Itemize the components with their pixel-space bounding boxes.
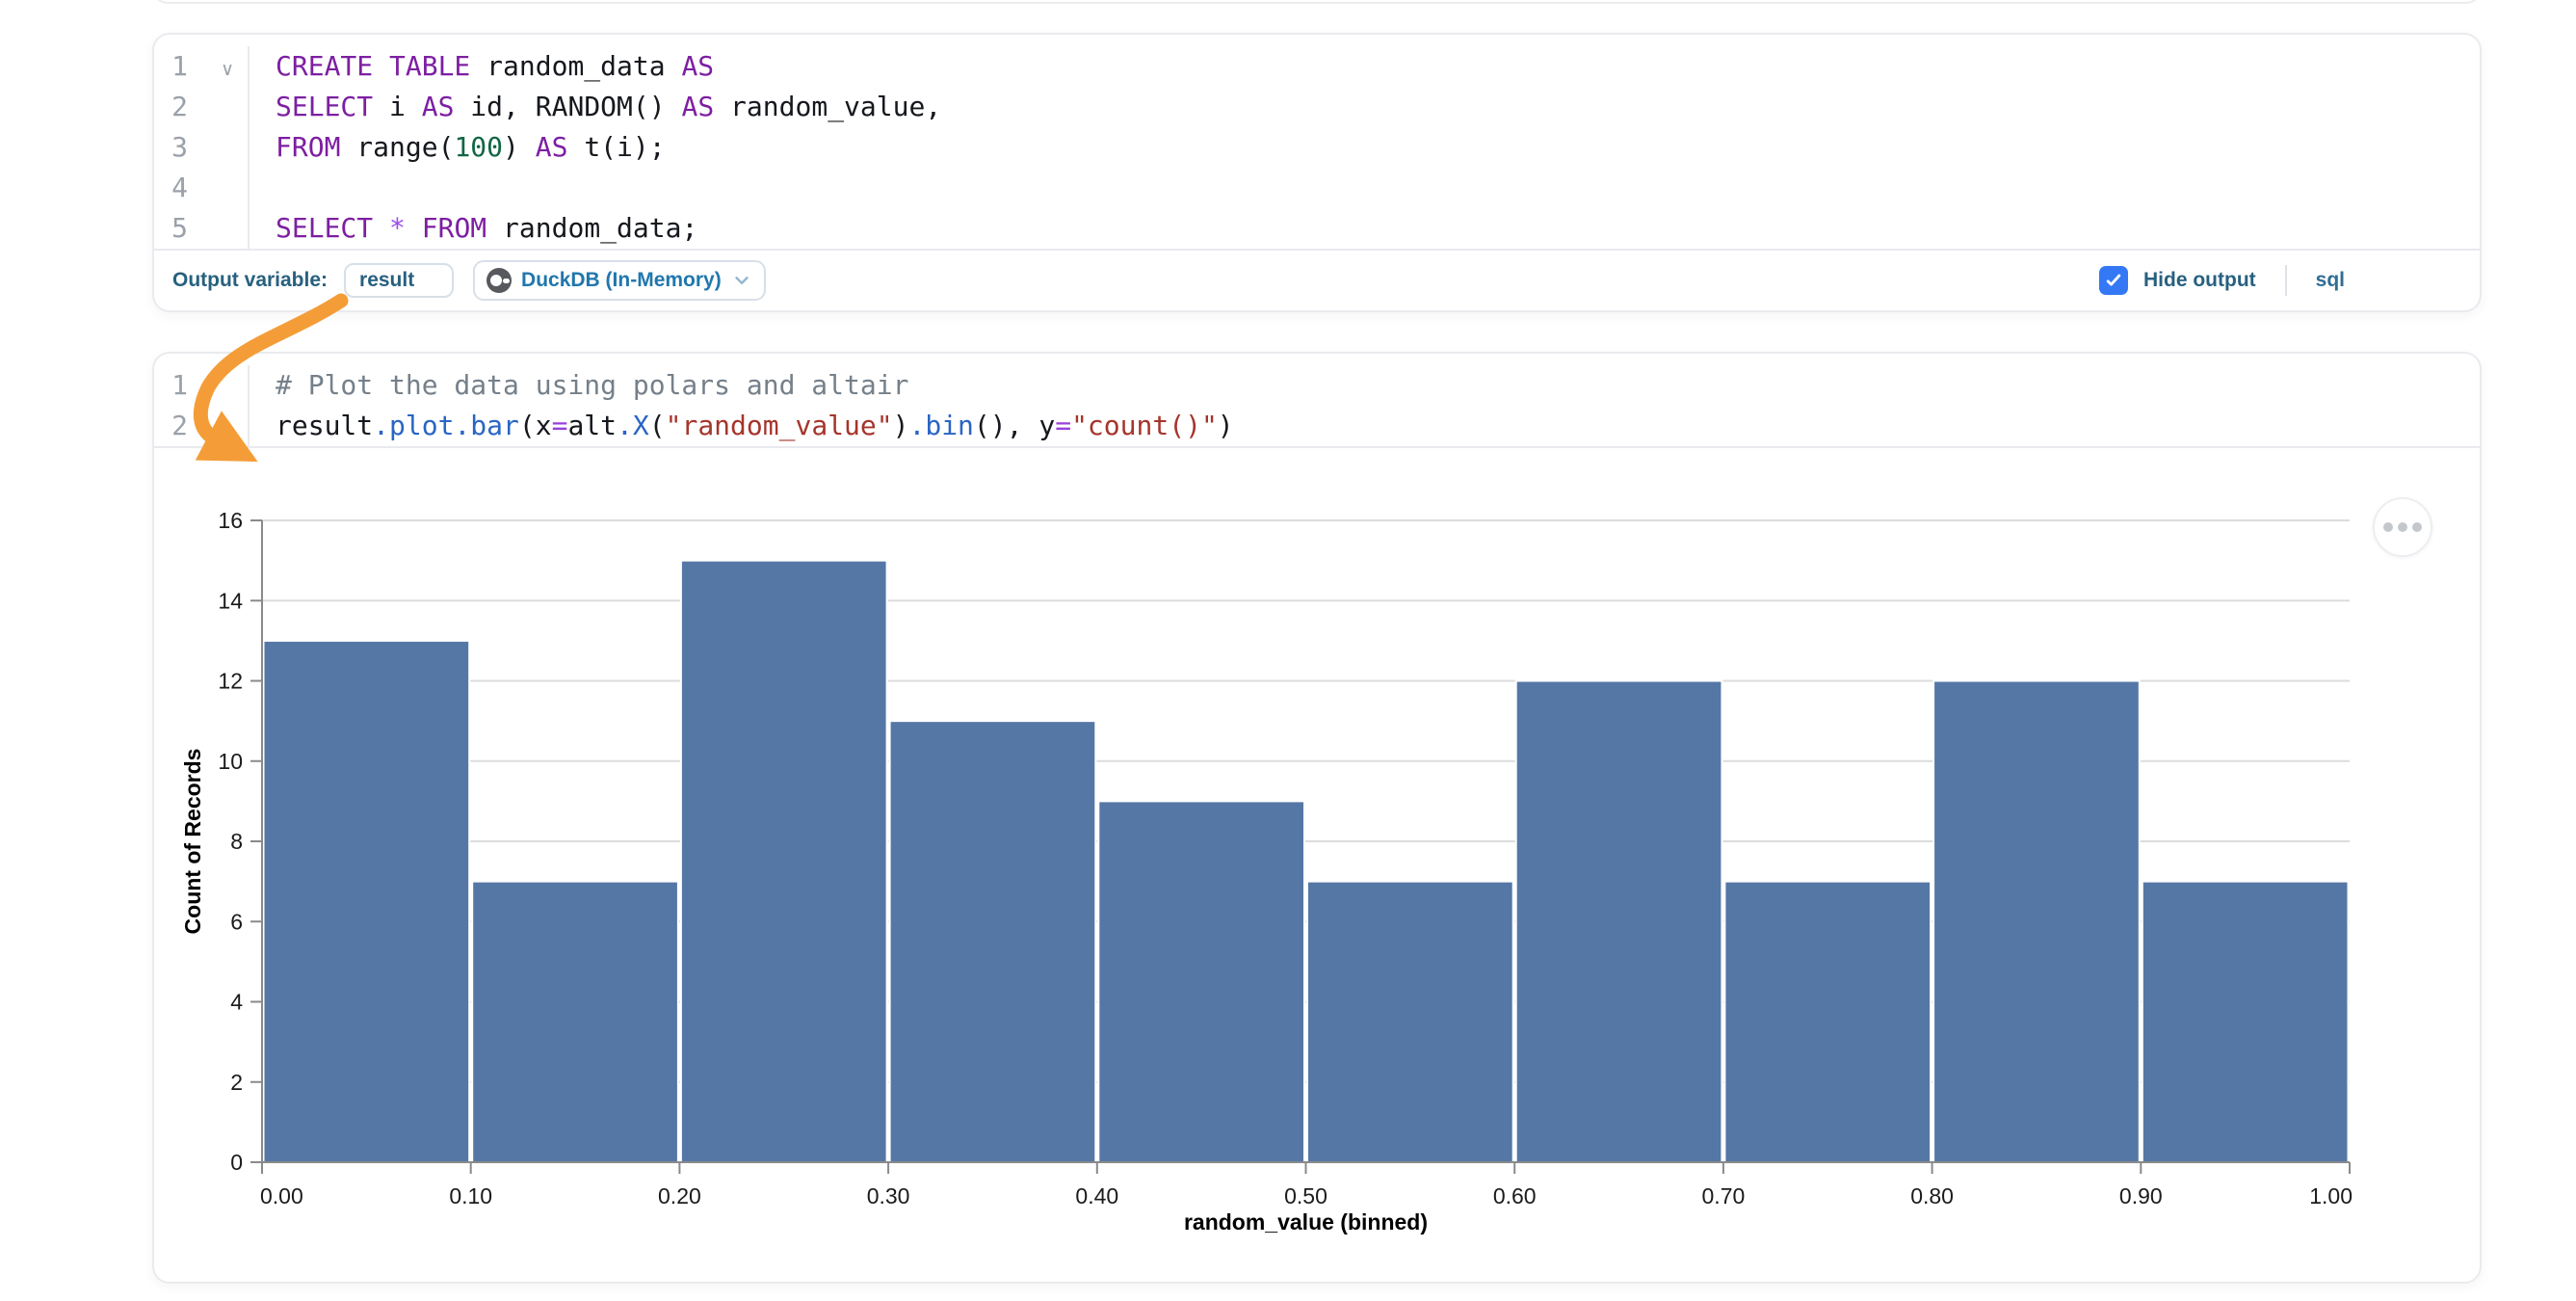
svg-text:0.30: 0.30 — [867, 1183, 910, 1208]
svg-text:0.00: 0.00 — [260, 1183, 303, 1208]
more-options-button[interactable] — [2373, 497, 2432, 557]
svg-text:4: 4 — [230, 990, 243, 1015]
line-number: 5 — [171, 212, 188, 244]
output-variable-input[interactable] — [344, 263, 455, 298]
line-number: 1 ∨ — [154, 46, 248, 87]
svg-text:2: 2 — [230, 1070, 243, 1095]
svg-text:0.40: 0.40 — [1075, 1183, 1118, 1208]
svg-text:0: 0 — [230, 1150, 243, 1175]
svg-text:8: 8 — [230, 829, 243, 854]
svg-text:Count of Records: Count of Records — [180, 749, 205, 935]
svg-text:0.10: 0.10 — [449, 1183, 492, 1208]
hide-output-label[interactable]: Hide output — [2143, 269, 2256, 291]
svg-text:0.90: 0.90 — [2119, 1183, 2163, 1208]
sql-editor[interactable]: 1 ∨ 2 3 4 5 CREATE TABLE random_data AS SELECT … — [154, 35, 2480, 249]
svg-text:6: 6 — [230, 909, 243, 934]
svg-text:0.50: 0.50 — [1284, 1183, 1327, 1208]
output-variable-label: Output variable: — [172, 269, 329, 291]
engine-dropdown[interactable]: DuckDB (In-Memory) — [473, 260, 766, 301]
sql-cell-footer: Output variable: DuckDB (In-Memory) Hide… — [154, 249, 2480, 310]
sql-cell: 1 ∨ 2 3 4 5 CREATE TABLE random_data AS SELECT … — [152, 33, 2482, 312]
cell-output: 0 2 4 6 8 10 12 14 16 0.00 0.10 0.20 0.30 0.40 0.50 0.6… — [154, 446, 2480, 1282]
code-line: result.plot.bar(x=alt.X("random_value").… — [276, 410, 1234, 441]
code-line — [276, 168, 941, 208]
line-number: 4 — [171, 172, 188, 203]
line-number: 1 — [171, 369, 188, 401]
chevron-down-icon — [731, 270, 752, 291]
svg-text:16: 16 — [218, 508, 243, 533]
line-number: 2 — [171, 91, 188, 122]
fold-chevron-icon[interactable]: ∨ — [221, 60, 234, 80]
footer-divider — [2284, 265, 2287, 296]
code-line: SELECT i AS id, RANDOM() AS random_value… — [276, 91, 942, 122]
histogram-chart: 0 2 4 6 8 10 12 14 16 0.00 0.10 0.20 0.30 0.40 0.50 0.6… — [180, 508, 2353, 1235]
code-line: # Plot the data using polars and altair — [276, 369, 909, 401]
code-line: CREATE TABLE random_data AS — [276, 50, 715, 82]
line-number: 2 — [171, 410, 188, 441]
python-cell: 1 2 # Plot the data using polars and altai… — [152, 352, 2482, 1284]
svg-text:12: 12 — [218, 669, 243, 694]
svg-text:14: 14 — [218, 588, 243, 613]
svg-text:0.80: 0.80 — [1910, 1183, 1954, 1208]
code-line: FROM range(100) AS t(i); — [276, 131, 666, 163]
svg-text:10: 10 — [218, 749, 243, 774]
svg-text:0.60: 0.60 — [1493, 1183, 1537, 1208]
previous-cell-bottom-edge — [152, 0, 2482, 4]
checkmark-icon — [2106, 274, 2121, 286]
ellipsis-icon — [2383, 522, 2393, 532]
hide-output-checkbox[interactable] — [2099, 266, 2129, 295]
code-line: SELECT * FROM random_data; — [276, 212, 698, 244]
engine-label: DuckDB (In-Memory) — [521, 269, 722, 291]
svg-text:random_value (binned): random_value (binned) — [1184, 1209, 1428, 1235]
line-number: 3 — [171, 131, 188, 163]
svg-text:0.20: 0.20 — [658, 1183, 701, 1208]
duckdb-icon — [486, 268, 513, 293]
python-editor[interactable]: 1 2 # Plot the data using polars and altai… — [154, 354, 2480, 446]
svg-text:1.00: 1.00 — [2309, 1183, 2353, 1208]
svg-text:0.70: 0.70 — [1702, 1183, 1746, 1208]
language-badge[interactable]: sql — [2315, 269, 2345, 291]
